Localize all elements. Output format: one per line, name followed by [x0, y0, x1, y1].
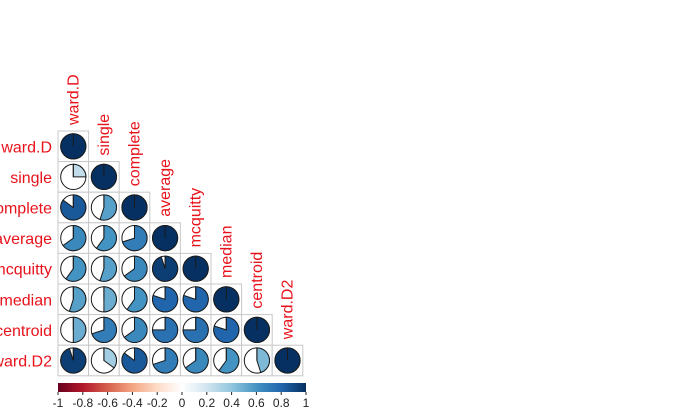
correlation-cells: [57, 130, 304, 377]
cell-centroid-median: [210, 314, 243, 346]
colorbar-tick-label: 0.8: [273, 396, 290, 410]
cell-median-single: [88, 283, 120, 316]
cell-mcquitty-complete: [118, 252, 151, 285]
colorbar-tick-label: -1: [53, 396, 64, 410]
row-labels: ward.D single complete average mcquitty media…: [0, 139, 52, 370]
colorbar-tick-label: 0: [179, 396, 186, 410]
column-label-median: median: [218, 226, 235, 278]
column-label-ward-d2: ward.D2: [280, 280, 297, 341]
cell-ward-d2-single: [88, 344, 120, 377]
cell-mcquitty-ward-d: [57, 252, 90, 285]
cell-median-average: [149, 283, 181, 316]
cell-average-single: [88, 222, 120, 254]
cell-centroid-single: [88, 314, 120, 346]
colorbar-tick-label: -0.4: [122, 396, 143, 410]
cell-single-single: [88, 161, 120, 193]
cell-ward-d2-ward-d: [57, 344, 90, 377]
cell-complete-complete: [118, 191, 151, 224]
cell-ward-d2-mcquitty: [179, 344, 212, 377]
cell-centroid-centroid: [241, 314, 273, 346]
cell-median-complete: [118, 283, 151, 316]
column-label-mcquitty: mcquitty: [188, 188, 205, 248]
colorbar-tick-label: 0.2: [198, 396, 215, 410]
row-label-ward-d: ward.D: [0, 139, 52, 156]
cell-average-average: [149, 222, 181, 254]
cell-median-ward-d: [57, 283, 90, 316]
cell-mcquitty-single: [88, 252, 120, 285]
cell-median-median: [210, 283, 243, 316]
row-label-mcquitty: mcquitty: [0, 262, 52, 279]
cell-ward-d2-average: [149, 344, 181, 377]
cell-complete-single: [88, 191, 120, 224]
cell-centroid-mcquitty: [179, 314, 212, 346]
column-label-ward-d: ward.D: [65, 74, 82, 126]
cell-mcquitty-mcquitty: [179, 252, 212, 285]
column-labels: ward.D single complete average mcquitty media…: [65, 74, 296, 340]
colorbar-tick-label: -0.6: [97, 396, 118, 410]
colorbar: -1 -0.8 -0.6 -0.4 -0.2 0 0.2 0.4 0.6 0.8 1: [53, 383, 310, 410]
colorbar-tick-label: 0.6: [248, 396, 265, 410]
row-label-centroid: centroid: [0, 323, 52, 340]
cell-ward-d2-complete: [118, 344, 151, 377]
cell-average-ward-d: [57, 222, 90, 254]
cell-complete-ward-d: [57, 191, 90, 224]
row-label-ward-d2: ward.D2: [0, 354, 52, 371]
cell-ward-d-ward-d: [57, 130, 90, 163]
row-label-average: average: [0, 231, 52, 248]
cell-median-mcquitty: [179, 283, 212, 316]
column-label-centroid: centroid: [249, 252, 266, 309]
colorbar-tick-label: 1: [303, 396, 310, 410]
colorbar-tick-label: 0.4: [223, 396, 240, 410]
cell-ward-d2-median: [210, 344, 243, 377]
cell-centroid-average: [149, 314, 181, 346]
colorbar-tick-label: -0.2: [147, 396, 168, 410]
cell-single-ward-d: [57, 161, 90, 193]
cell-mcquitty-average: [149, 252, 181, 285]
column-label-complete: complete: [127, 121, 144, 186]
column-label-single: single: [96, 114, 113, 156]
cell-ward-d2-centroid: [241, 344, 273, 377]
cell-centroid-complete: [118, 314, 151, 346]
colorbar-gradient: [58, 383, 306, 392]
cell-average-complete: [118, 222, 151, 254]
cell-centroid-ward-d: [57, 314, 90, 346]
column-label-average: average: [157, 159, 174, 217]
row-label-median: median: [0, 292, 52, 309]
row-label-complete: complete: [0, 201, 52, 218]
row-label-single: single: [10, 170, 52, 187]
colorbar-tick-label: -0.8: [72, 396, 93, 410]
cell-ward-d2-ward-d2: [271, 344, 304, 377]
